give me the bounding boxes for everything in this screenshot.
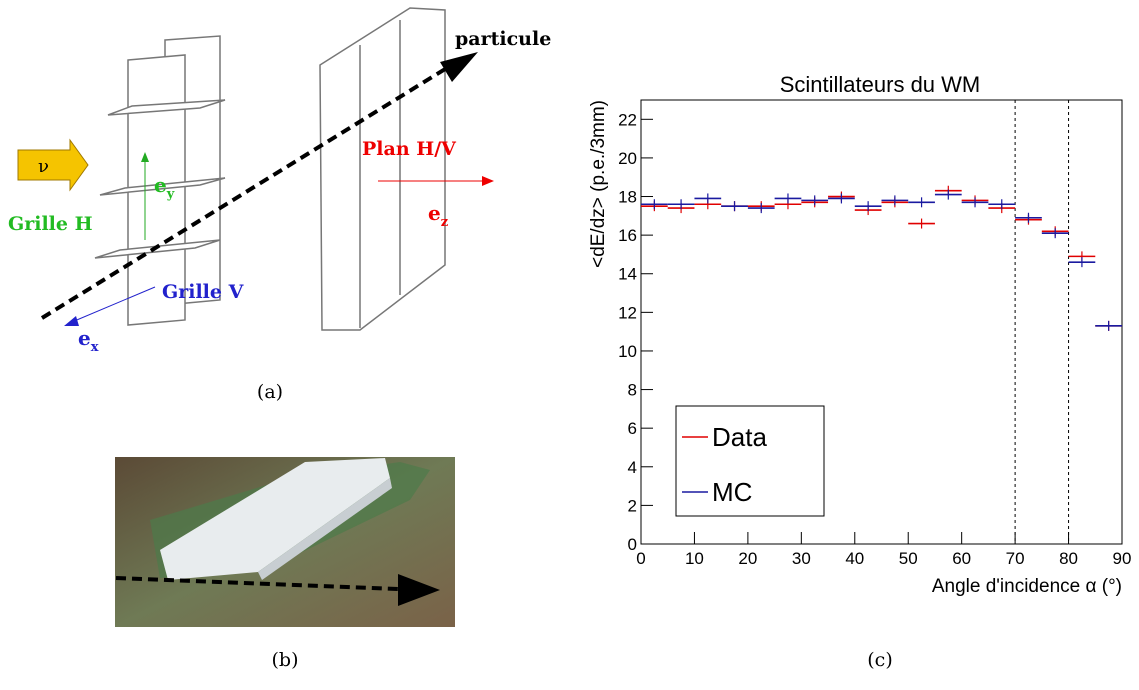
ez-base: e — [428, 201, 441, 225]
y-axis-label: <dE/dz> (p.e./3mm) — [588, 100, 609, 268]
chart: Scintillateurs du WM Angle d'incidence α … — [588, 72, 1131, 597]
caption-a: (a) — [257, 381, 283, 403]
legend-box — [675, 405, 825, 517]
legend-label: MC — [712, 477, 752, 507]
ey-sub: y — [166, 187, 175, 202]
detector-diagram — [94, 7, 446, 331]
x-tick-label: 10 — [685, 549, 704, 568]
y-tick-label: 0 — [628, 535, 637, 554]
ez-label: ez — [428, 201, 448, 230]
x-tick-label: 30 — [792, 549, 811, 568]
ey-arrowhead — [141, 152, 149, 162]
caption-b: (b) — [272, 649, 299, 671]
chart-title: Scintillateurs du WM — [780, 72, 981, 97]
y-tick-label: 16 — [618, 226, 637, 245]
ex-sub: x — [91, 340, 99, 355]
legend-label: Data — [712, 422, 767, 452]
y-tick-label: 22 — [618, 110, 637, 129]
ey-label: ey — [154, 173, 175, 202]
ey-base: e — [154, 173, 167, 197]
neutrino-arrow — [17, 138, 89, 192]
x-tick-label: 60 — [952, 549, 971, 568]
x-axis-label: Angle d'incidence α (°) — [932, 576, 1122, 597]
ex-label: ex — [78, 326, 99, 355]
ez-sub: z — [441, 215, 448, 230]
y-tick-label: 10 — [618, 342, 637, 361]
x-tick-label: 90 — [1113, 549, 1132, 568]
particle-label: particule — [455, 28, 551, 50]
y-tick-label: 8 — [628, 381, 637, 400]
ex-base: e — [78, 326, 91, 350]
plane-label: Plan H/V — [362, 138, 457, 160]
scintillator-photo — [115, 457, 455, 627]
y-tick-label: 4 — [628, 458, 637, 477]
diagram-labels: particule ν Plan H/V Grille H Grille V e… — [8, 28, 551, 355]
grid-v-label: Grille V — [162, 281, 245, 303]
grid-h-label: Grille H — [8, 213, 93, 235]
ex-arrow — [71, 286, 156, 323]
x-tick-label: 0 — [636, 549, 645, 568]
y-tick-label: 12 — [618, 303, 637, 322]
y-tick-label: 18 — [618, 188, 637, 207]
neutrino-label: ν — [38, 156, 49, 177]
plot-frame — [640, 99, 1123, 545]
ez-arrowhead — [482, 176, 494, 186]
y-tick-label: 2 — [628, 496, 637, 515]
y-tick-label: 6 — [628, 419, 637, 438]
x-tick-label: 50 — [899, 549, 918, 568]
y-tick-label: 20 — [618, 149, 637, 168]
x-tick-label: 40 — [845, 549, 864, 568]
x-tick-label: 80 — [1059, 549, 1078, 568]
x-tick-label: 70 — [1006, 549, 1025, 568]
ex-arrowhead — [64, 316, 79, 326]
track-arrowhead — [440, 52, 478, 82]
x-tick-label: 20 — [738, 549, 757, 568]
y-tick-label: 14 — [618, 265, 637, 284]
caption-c: (c) — [867, 649, 892, 671]
